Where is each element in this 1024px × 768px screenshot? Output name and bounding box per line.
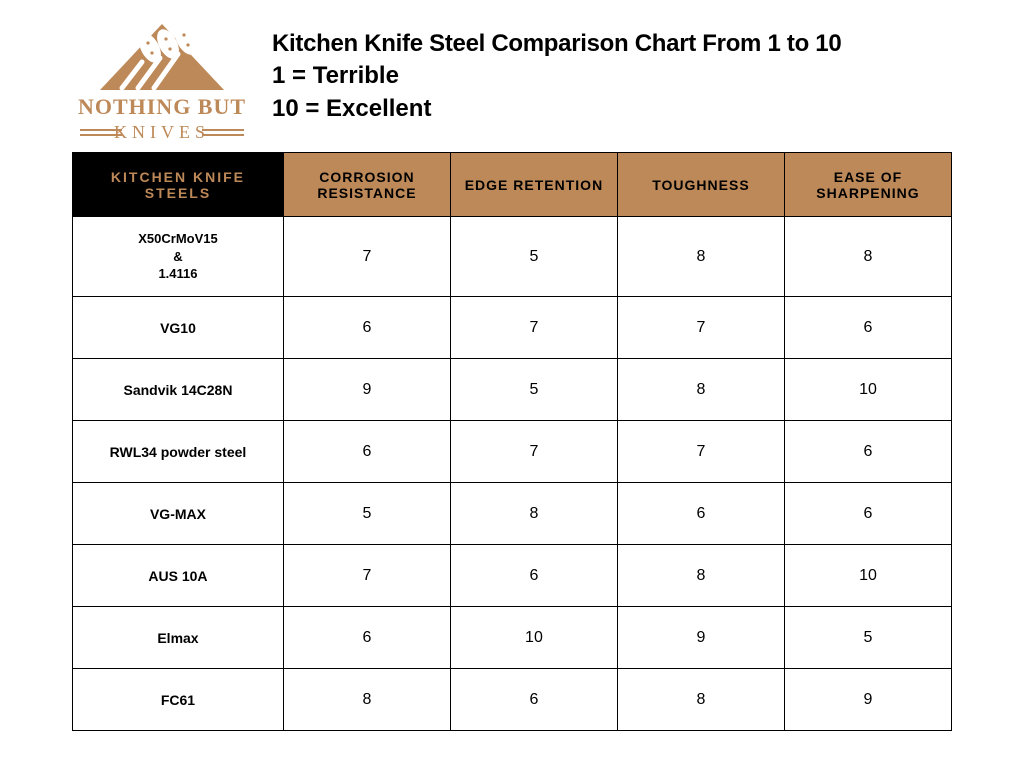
value-cell: 8 <box>283 669 450 731</box>
value-cell: 7 <box>450 421 617 483</box>
comparison-table-wrap: KITCHEN KNIFE STEELS CORROSION RESISTANC… <box>0 148 1024 731</box>
logo-bottom-text: KNIVES <box>114 122 210 142</box>
value-cell: 8 <box>617 545 784 607</box>
table-row: VG-MAX5866 <box>73 483 952 545</box>
value-cell: 8 <box>784 217 951 297</box>
value-cell: 10 <box>450 607 617 669</box>
brand-logo: NOTHING BUT KNIVES <box>72 18 252 148</box>
value-cell: 7 <box>617 421 784 483</box>
value-cell: 5 <box>784 607 951 669</box>
value-cell: 6 <box>283 421 450 483</box>
comparison-table: KITCHEN KNIFE STEELS CORROSION RESISTANC… <box>72 152 952 731</box>
value-cell: 5 <box>283 483 450 545</box>
value-cell: 8 <box>617 217 784 297</box>
value-cell: 9 <box>784 669 951 731</box>
table-body: X50CrMoV15&1.41167588VG106776Sandvik 14C… <box>73 217 952 731</box>
steel-name-cell: Sandvik 14C28N <box>73 359 284 421</box>
value-cell: 6 <box>784 483 951 545</box>
value-cell: 9 <box>617 607 784 669</box>
scale-low: 1 = Terrible <box>272 60 841 92</box>
steel-name-cell: Elmax <box>73 607 284 669</box>
table-row: X50CrMoV15&1.41167588 <box>73 217 952 297</box>
value-cell: 5 <box>450 217 617 297</box>
logo-top-text: NOTHING BUT <box>78 94 246 119</box>
page-title: Kitchen Knife Steel Comparison Chart Fro… <box>272 28 841 60</box>
value-cell: 7 <box>283 545 450 607</box>
steel-name-cell: X50CrMoV15&1.4116 <box>73 217 284 297</box>
value-cell: 6 <box>283 297 450 359</box>
value-cell: 10 <box>784 359 951 421</box>
table-row: VG106776 <box>73 297 952 359</box>
table-row: RWL34 powder steel6776 <box>73 421 952 483</box>
value-cell: 7 <box>283 217 450 297</box>
table-row: AUS 10A76810 <box>73 545 952 607</box>
col-header-steels: KITCHEN KNIFE STEELS <box>73 153 284 217</box>
col-header-corrosion: CORROSION RESISTANCE <box>283 153 450 217</box>
value-cell: 8 <box>617 669 784 731</box>
steel-name-cell: AUS 10A <box>73 545 284 607</box>
scale-high: 10 = Excellent <box>272 93 841 125</box>
value-cell: 7 <box>450 297 617 359</box>
value-cell: 6 <box>450 545 617 607</box>
col-header-edge: EDGE RETENTION <box>450 153 617 217</box>
value-cell: 6 <box>283 607 450 669</box>
steel-name-cell: VG10 <box>73 297 284 359</box>
steel-name-cell: FC61 <box>73 669 284 731</box>
title-block: Kitchen Knife Steel Comparison Chart Fro… <box>272 18 841 125</box>
value-cell: 5 <box>450 359 617 421</box>
col-header-toughness: TOUGHNESS <box>617 153 784 217</box>
value-cell: 9 <box>283 359 450 421</box>
steel-name-cell: RWL34 powder steel <box>73 421 284 483</box>
value-cell: 6 <box>784 297 951 359</box>
table-row: Elmax61095 <box>73 607 952 669</box>
table-row: Sandvik 14C28N95810 <box>73 359 952 421</box>
value-cell: 7 <box>617 297 784 359</box>
col-header-sharpening: EASE OF SHARPENING <box>784 153 951 217</box>
header: NOTHING BUT KNIVES Kitchen Knife Steel C… <box>0 0 1024 148</box>
value-cell: 8 <box>617 359 784 421</box>
steel-name-cell: VG-MAX <box>73 483 284 545</box>
value-cell: 10 <box>784 545 951 607</box>
table-row: FC618689 <box>73 669 952 731</box>
value-cell: 8 <box>450 483 617 545</box>
value-cell: 6 <box>617 483 784 545</box>
value-cell: 6 <box>450 669 617 731</box>
value-cell: 6 <box>784 421 951 483</box>
table-header-row: KITCHEN KNIFE STEELS CORROSION RESISTANC… <box>73 153 952 217</box>
